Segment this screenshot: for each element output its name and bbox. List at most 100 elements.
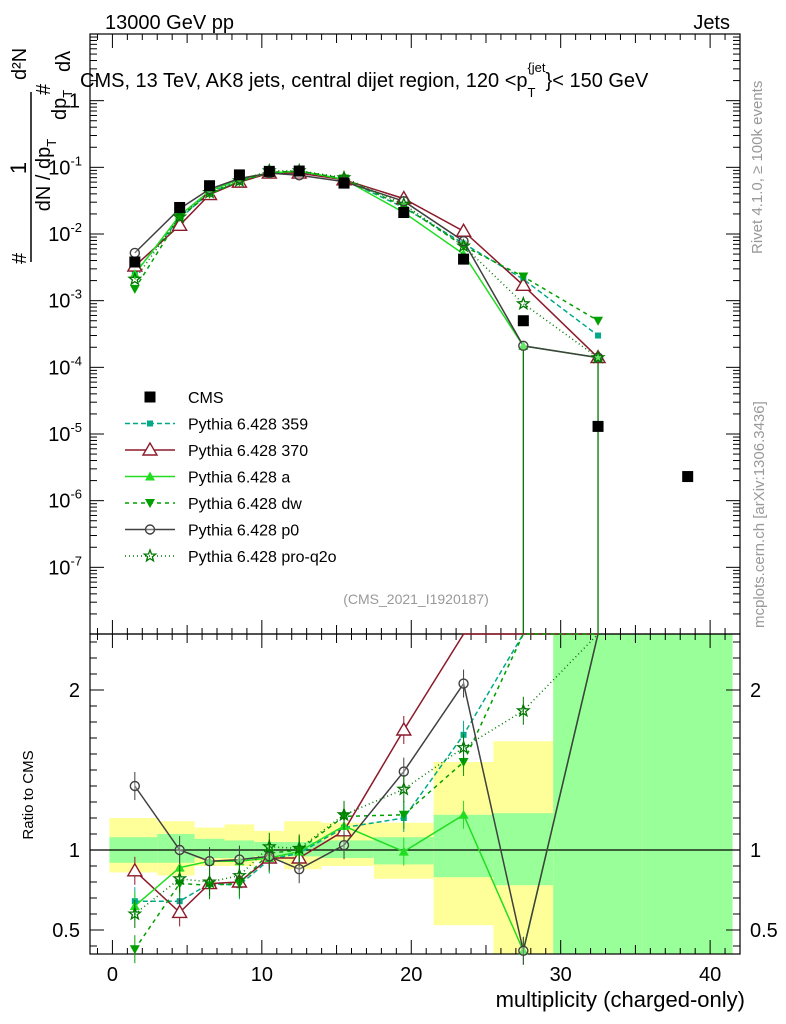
ratio-point-pro-q2o	[396, 781, 412, 796]
ratio-point-p0	[293, 864, 305, 875]
point-dw	[518, 272, 529, 282]
data-point-cms	[204, 180, 216, 192]
y-axis-label-top: 1 dN / dpT # d²N # dpT dλ	[6, 48, 75, 264]
x-tick-label: 40	[699, 964, 721, 986]
ratio-point-370	[126, 862, 144, 877]
point-359	[595, 332, 602, 339]
point-pro-q2o	[456, 238, 472, 253]
data-point-cms	[682, 471, 694, 483]
point-pro-q2o	[590, 349, 606, 364]
ratio-point-pro-q2o	[336, 806, 352, 822]
legend-label-359: Pythia 6.428 359	[188, 417, 308, 434]
ratio-tick-label-right: 0.5	[750, 920, 778, 942]
band-inner	[553, 634, 643, 954]
ratio-point-pro-q2o	[291, 840, 307, 855]
rivet-version-label: Rivet 4.1.0, ≥ 100k events	[749, 81, 766, 254]
ratio-point-pro-q2o	[231, 867, 247, 883]
legend: CMS Pythia 6.428 359 Pythia 6.428 370 Pythi…	[125, 390, 337, 566]
legend-marker-pro-q2o	[142, 548, 158, 563]
analysis-tag: (CMS_2021_I1920187)	[343, 591, 489, 607]
y-tick-label: 10-2	[48, 220, 82, 246]
ratio-point-p0	[518, 945, 529, 956]
y-tick-label: 10-3	[48, 287, 82, 313]
y-tick-label: 10-4	[48, 353, 82, 379]
ratio-tick-label: 2	[69, 680, 80, 702]
svg-text:dλ: dλ	[53, 51, 75, 72]
data-point-cms	[263, 165, 275, 177]
x-tick-label: 10	[251, 964, 273, 986]
svg-text:1: 1	[6, 162, 31, 174]
legend-marker-p0	[144, 524, 156, 535]
svg-text:#: #	[33, 83, 55, 95]
x-tick-label: 20	[400, 964, 422, 986]
ratio-point-p0	[174, 844, 185, 856]
point-a	[518, 340, 529, 350]
point-dw	[129, 284, 140, 294]
ratio-point-pro-q2o	[172, 870, 188, 886]
legend-marker-dw	[145, 499, 155, 508]
point-pro-q2o	[127, 271, 143, 286]
x-axis-label: multiplicity (charged-only)	[496, 987, 745, 1012]
point-370	[171, 216, 188, 232]
band-inner	[642, 634, 733, 954]
band-inner	[493, 813, 554, 886]
ratio-point-dw	[458, 758, 469, 767]
ratio-point-a	[398, 846, 409, 856]
data-point-cms	[174, 201, 186, 213]
ratio-point-370	[395, 721, 413, 736]
y-tick-label: 10-7	[48, 553, 82, 579]
point-dw	[593, 316, 604, 326]
point-370	[515, 276, 532, 292]
legend-marker-359	[147, 420, 153, 427]
ratio-point-pro-q2o	[127, 906, 143, 921]
legend-marker-370	[141, 441, 159, 456]
ratio-point-dw	[129, 945, 140, 955]
ratio-point-pro-q2o	[261, 838, 277, 854]
data-point-cms	[517, 315, 529, 327]
legend-label-pro-q2o: Pythia 6.428 pro-q2o	[188, 549, 337, 566]
series-line-370	[134, 172, 599, 359]
ratio-point-pro-q2o	[515, 702, 531, 718]
ratio-point-p0	[458, 678, 469, 689]
data-point-cms	[233, 169, 245, 181]
ratio-point-p0	[129, 780, 141, 792]
ratio-tick-label-right: 2	[750, 680, 761, 702]
legend-marker-cms	[144, 391, 156, 403]
ratio-tick-label: 0.5	[52, 920, 80, 942]
main-plot-frame	[89, 33, 741, 635]
ratio-point-p0	[204, 856, 215, 867]
point-370	[455, 222, 472, 237]
mcplots-label: mcplots.cern.ch [arXiv:1306.3436]	[751, 401, 768, 628]
ratio-point-p0	[338, 840, 350, 851]
data-point-cms	[458, 253, 470, 265]
ratio-tick-label-right: 1	[750, 840, 761, 862]
ratio-point-p0	[398, 766, 409, 777]
legend-label-370: Pythia 6.428 370	[188, 443, 308, 460]
point-p0	[518, 340, 529, 352]
uncertainty-bands	[109, 634, 733, 954]
y-tick-label: 1	[69, 91, 80, 113]
data-point-cms	[293, 165, 305, 177]
legend-label-a: Pythia 6.428 a	[188, 470, 290, 487]
legend-label-cms: CMS	[188, 390, 224, 407]
legend-label-dw: Pythia 6.428 dw	[188, 496, 302, 513]
legend-marker-a	[145, 471, 155, 481]
data-point-cms	[129, 256, 141, 268]
svg-text:d²N: d²N	[9, 48, 31, 80]
band-inner	[321, 840, 374, 858]
y-axis-label-ratio: Ratio to CMS	[20, 750, 37, 839]
data-point-cms	[398, 207, 410, 219]
category-label: Jets	[693, 12, 730, 34]
y-tick-label: 10-5	[48, 420, 82, 446]
svg-text:dN / dpT: dN / dpT	[33, 139, 59, 211]
y-tick-label: 10-1	[48, 153, 82, 179]
x-tick-label: 0	[107, 964, 118, 986]
collision-label: 13000 GeV pp	[105, 12, 234, 34]
x-tick-label: 30	[550, 964, 572, 986]
chart-title: CMS, 13 TeV, AK8 jets, central dijet reg…	[80, 60, 649, 100]
ratio-point-pro-q2o	[201, 874, 217, 889]
ratio-point-pro-q2o	[456, 739, 472, 755]
ratio-tick-label: 1	[69, 840, 80, 862]
svg-text:#: #	[9, 252, 31, 264]
